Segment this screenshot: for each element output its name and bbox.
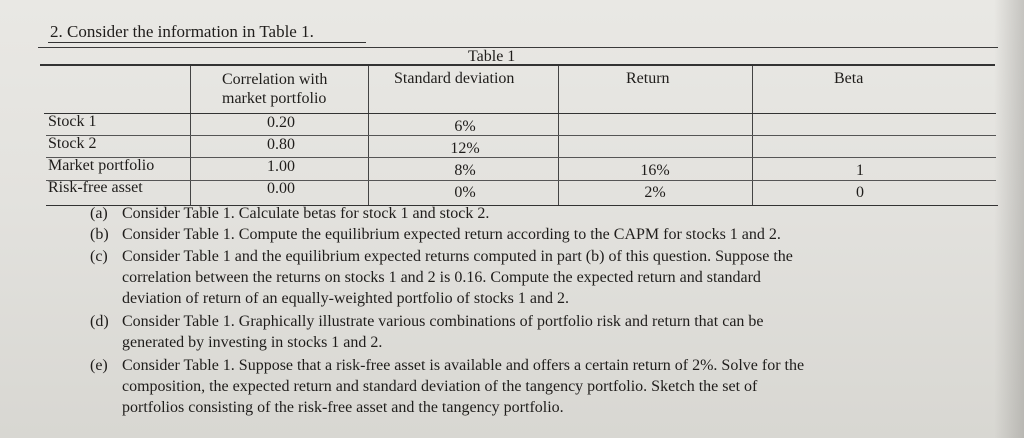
row-label: Stock 1 (48, 113, 97, 130)
row-label: Market portfolio (48, 157, 155, 174)
part-d-line: generated by investing in stocks 1 and 2… (122, 334, 383, 351)
header-correlation-line2: market portfolio (222, 90, 327, 107)
part-a-line: Consider Table 1. Calculate betas for st… (122, 205, 490, 222)
table-body-rule (44, 113, 996, 114)
row-divider (46, 157, 996, 158)
table-header-rule (40, 64, 995, 66)
row-label: Risk-free asset (48, 179, 143, 196)
part-c-line: Consider Table 1 and the equilibrium exp… (122, 248, 793, 265)
table-caption: Table 1 (468, 48, 516, 65)
part-e-letter: (e) (90, 357, 108, 374)
row-label: Stock 2 (48, 135, 97, 152)
header-std-dev: Standard deviation (394, 70, 515, 87)
part-a-letter: (a) (90, 205, 108, 222)
cell-beta: 0 (856, 184, 864, 201)
cell-correlation: 0.20 (267, 114, 295, 131)
cell-beta: 1 (856, 162, 864, 179)
header-beta: Beta (834, 70, 864, 87)
cell-std-dev: 8% (454, 162, 476, 179)
page-shadow (994, 0, 1024, 438)
row-divider (46, 135, 996, 136)
header-correlation: Correlation with market portfolio (222, 70, 327, 108)
part-c-line: deviation of return of an equally-weight… (122, 290, 569, 307)
row-divider (46, 180, 996, 181)
part-b-line: Consider Table 1. Compute the equilibriu… (122, 226, 781, 243)
part-e-line: portfolios consisting of the risk-free a… (122, 399, 564, 416)
part-d-line: Consider Table 1. Graphically illustrate… (122, 313, 764, 330)
part-c-letter: (c) (90, 248, 108, 265)
question-heading: 2. Consider the information in Table 1. (50, 22, 314, 41)
cell-std-dev: 0% (454, 184, 476, 201)
cell-std-dev: 12% (450, 140, 480, 157)
table-bottom-rule (46, 205, 998, 206)
part-c-line: correlation between the returns on stock… (122, 269, 761, 286)
header-return: Return (626, 70, 670, 87)
part-b-letter: (b) (90, 226, 109, 243)
header-correlation-line1: Correlation with (222, 71, 328, 88)
cell-std-dev: 6% (454, 118, 476, 135)
cell-correlation: 1.00 (267, 158, 295, 175)
cell-return: 16% (640, 162, 670, 179)
part-e-line: composition, the expected return and sta… (122, 378, 758, 395)
part-d-letter: (d) (90, 313, 109, 330)
cell-return: 2% (644, 184, 666, 201)
part-e-line: Consider Table 1. Suppose that a risk-fr… (122, 357, 805, 374)
cell-correlation: 0.80 (267, 136, 295, 153)
table-top-rule (38, 47, 998, 48)
cell-correlation: 0.00 (267, 180, 295, 197)
question-underline (48, 42, 366, 43)
